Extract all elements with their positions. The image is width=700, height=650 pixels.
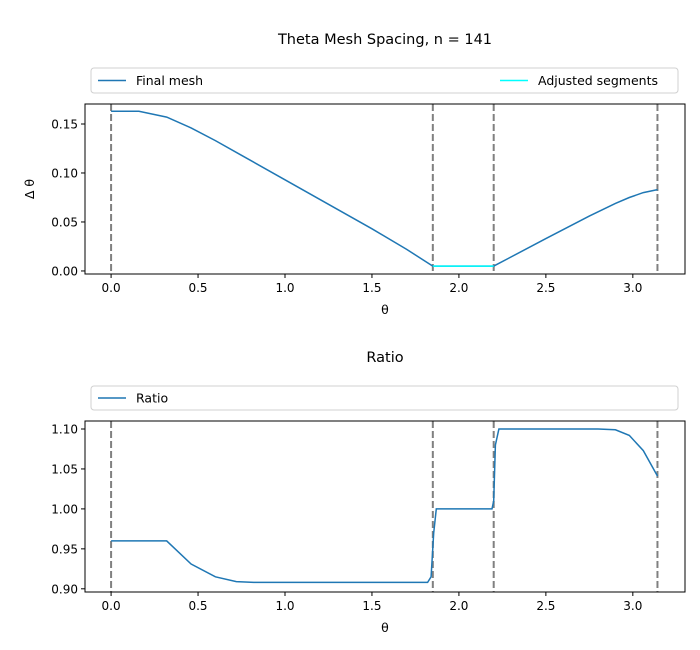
legend: Ratio (90, 385, 679, 411)
y-tick-label: 0.90 (51, 582, 78, 596)
x-tick-label: 1.0 (275, 281, 294, 295)
x-tick-label: 0.5 (188, 599, 207, 613)
x-tick-label: 2.5 (536, 281, 555, 295)
legend-label: Adjusted segments (538, 73, 658, 88)
legend-label: Ratio (136, 391, 168, 406)
series-line-final-mesh (111, 110, 658, 267)
legend-box (90, 67, 679, 94)
series-line-ratio (111, 428, 659, 584)
legend: Final mesh Adjusted segments (90, 67, 679, 94)
x-axis-label: θ (381, 620, 389, 635)
y-tick-label: 1.00 (51, 502, 78, 516)
x-tick-label: 1.0 (275, 599, 294, 613)
y-tick-label: 0.05 (51, 215, 78, 229)
y-tick-label: 0.10 (51, 166, 78, 180)
x-tick-label: 2.5 (536, 599, 555, 613)
x-tick-label: 0.0 (102, 599, 121, 613)
x-axis-label: θ (381, 302, 389, 317)
axes-frame (84, 420, 686, 593)
x-tick-label: 3.0 (623, 281, 642, 295)
y-tick-label: 1.10 (51, 422, 78, 436)
subplot-1: Theta Mesh Spacing, n = 141 Final mesh Adj… (22, 32, 686, 317)
y-axis-label: Δ θ (22, 179, 37, 199)
x-tick-label: 1.5 (362, 599, 381, 613)
chart-title: Ratio (366, 350, 403, 366)
x-tick-label: 0.5 (188, 281, 207, 295)
x-tick-label: 3.0 (623, 599, 642, 613)
y-tick-label: 0.95 (51, 542, 78, 556)
x-tick-label: 2.0 (449, 599, 468, 613)
x-tick-label: 0.0 (102, 281, 121, 295)
y-tick-label: 0.00 (51, 264, 78, 278)
y-tick-label: 0.15 (51, 117, 78, 131)
axes-frame (84, 103, 686, 275)
legend-label: Final mesh (136, 73, 203, 88)
x-tick-label: 1.5 (362, 281, 381, 295)
legend-box (90, 385, 679, 411)
chart-title: Theta Mesh Spacing, n = 141 (277, 32, 492, 48)
y-tick-label: 1.05 (51, 462, 78, 476)
x-tick-label: 2.0 (449, 281, 468, 295)
subplot-2: Ratio Ratio 0.0 0.5 1.0 1.5 2.0 2.5 3.0 0.90 0.95 1… (51, 350, 686, 635)
